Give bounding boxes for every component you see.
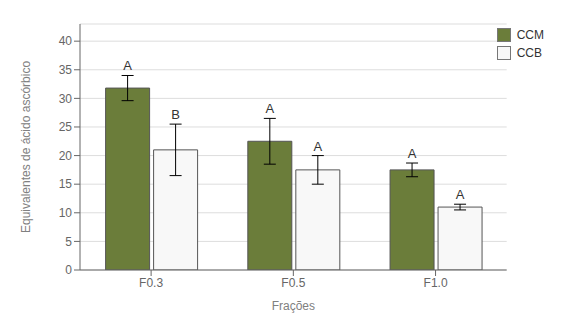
svg-text:30: 30 bbox=[59, 92, 73, 106]
svg-text:A: A bbox=[408, 146, 417, 161]
svg-text:A: A bbox=[123, 58, 132, 73]
svg-text:F0.5: F0.5 bbox=[281, 276, 305, 290]
svg-text:10: 10 bbox=[59, 206, 73, 220]
svg-text:Equivalentes de ácido ascórbic: Equivalentes de ácido ascórbico bbox=[19, 61, 33, 233]
svg-text:F0.3: F0.3 bbox=[139, 276, 163, 290]
svg-text:35: 35 bbox=[59, 63, 73, 77]
svg-text:0: 0 bbox=[65, 263, 72, 277]
svg-text:A: A bbox=[265, 101, 274, 116]
svg-text:A: A bbox=[313, 139, 322, 154]
svg-text:A: A bbox=[456, 187, 465, 202]
svg-text:F1.0: F1.0 bbox=[424, 276, 448, 290]
svg-text:B: B bbox=[171, 107, 180, 122]
svg-text:Frações: Frações bbox=[272, 299, 315, 313]
html-text:CCB: CCB bbox=[516, 46, 542, 60]
svg-text:25: 25 bbox=[59, 120, 73, 134]
svg-text:20: 20 bbox=[59, 149, 73, 163]
svg-text:5: 5 bbox=[65, 235, 72, 249]
html-text:CCM: CCM bbox=[516, 28, 544, 42]
svg-text:15: 15 bbox=[59, 177, 73, 191]
svg-text:40: 40 bbox=[59, 34, 73, 48]
